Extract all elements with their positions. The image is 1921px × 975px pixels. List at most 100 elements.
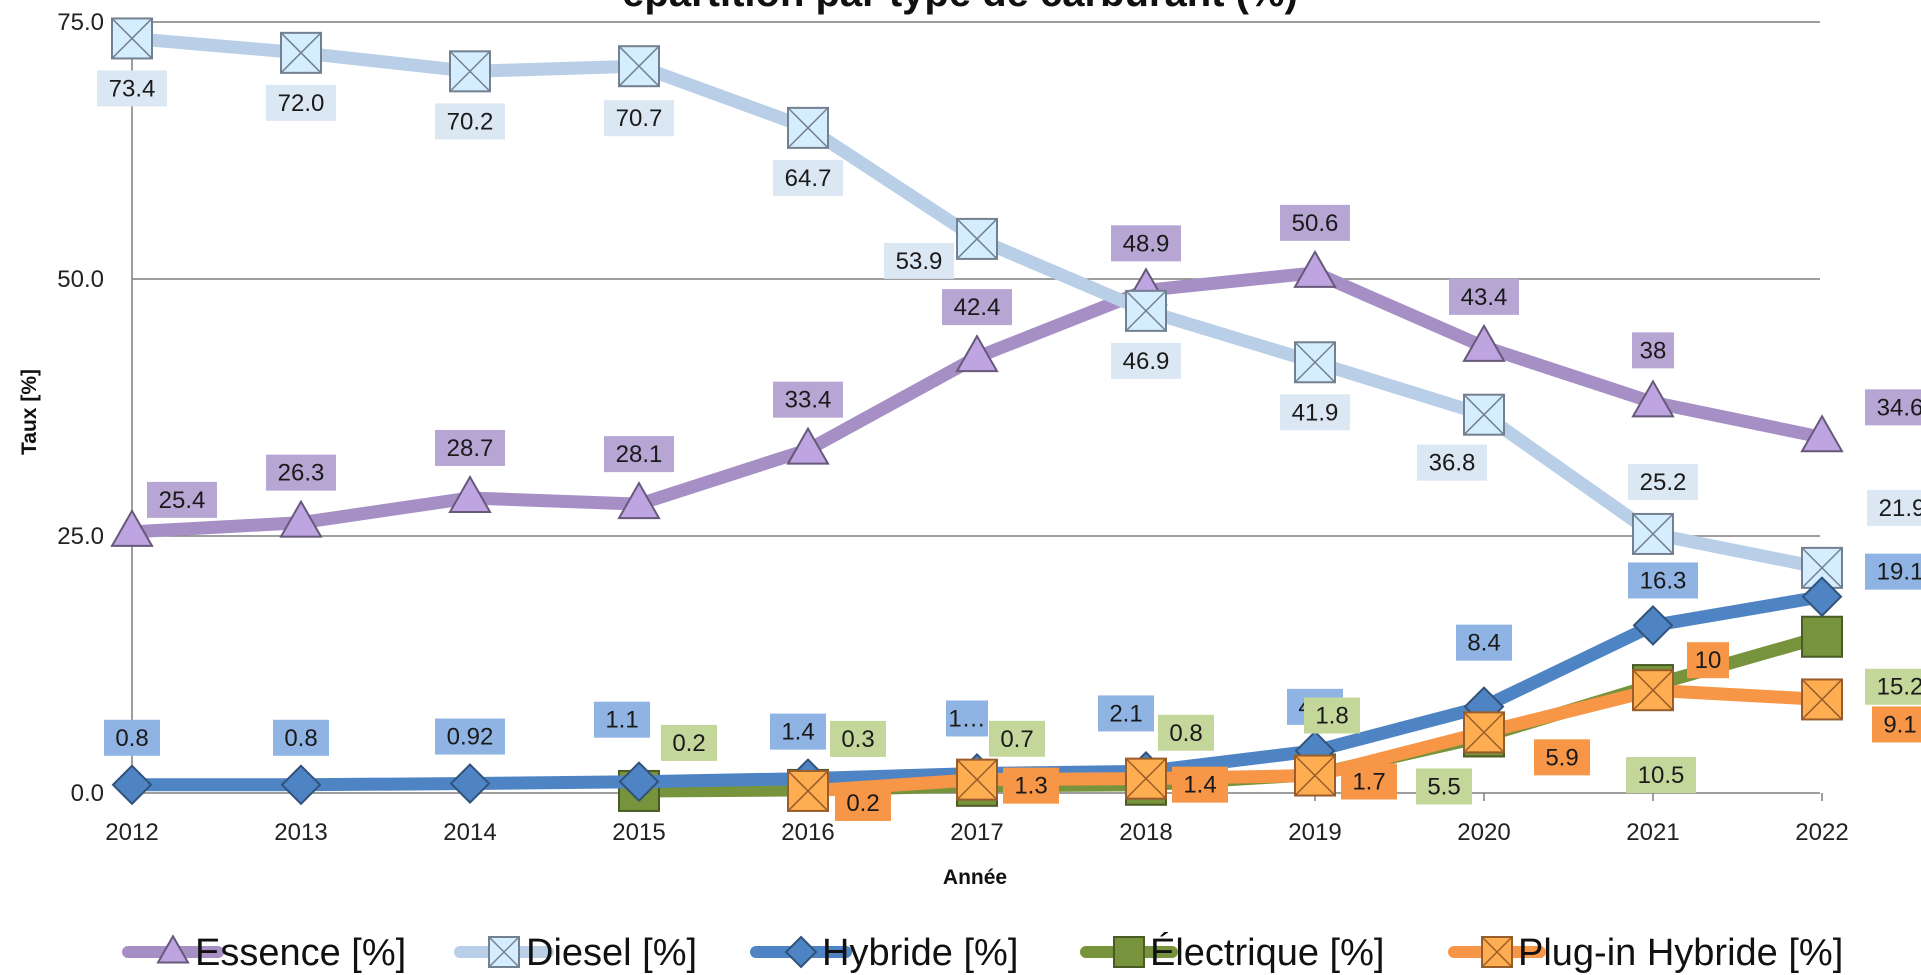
svg-text:26.3: 26.3 [278,460,325,487]
data-label: 38 [1632,332,1674,369]
svg-text:64.7: 64.7 [785,165,832,192]
svg-text:50.6: 50.6 [1292,210,1339,237]
data-point [955,334,999,373]
svg-text:0.8: 0.8 [284,725,317,752]
x-tick-label: 2019 [1288,819,1341,846]
data-label: 48.9 [1111,225,1181,262]
data-label: 73.4 [97,70,167,107]
svg-text:0.8: 0.8 [1169,720,1202,747]
data-label: 1.1 [594,701,650,738]
data-label: 46.9 [1111,342,1181,379]
data-label: 0.7 [989,720,1045,757]
svg-text:19.1: 19.1 [1877,559,1921,586]
data-label: 1.4 [770,713,826,750]
data-point [279,499,323,538]
data-point [1800,414,1844,453]
legend-item: Électrique [%] [1080,931,1384,974]
svg-text:48.9: 48.9 [1123,230,1170,257]
svg-text:1…: 1… [948,705,985,732]
x-tick-label: 2014 [443,819,496,846]
svg-text:28.7: 28.7 [447,435,494,462]
svg-text:25.2: 25.2 [1640,469,1687,496]
data-point [1462,323,1506,362]
data-label: 0.92 [435,718,505,755]
data-point [1294,341,1336,384]
data-point [449,50,491,93]
svg-text:0.2: 0.2 [846,790,879,817]
svg-text:15.2: 15.2 [1877,674,1921,701]
data-labels: 25.4 26.3 28.7 28.1 33.4 42.4 48.9 50.6 43.4 38 34… [97,70,1921,821]
svg-text:33.4: 33.4 [785,387,832,414]
svg-text:1.7: 1.7 [1352,769,1385,796]
legend-item: Hybride [%] [750,932,1018,974]
data-label: 50.6 [1280,204,1350,241]
svg-text:42.4: 42.4 [954,294,1001,321]
svg-text:0.7: 0.7 [1000,726,1033,753]
data-point [1631,379,1675,418]
svg-text:28.1: 28.1 [616,441,663,468]
data-label: 53.9 [884,242,954,279]
svg-text:1.1: 1.1 [605,707,638,734]
svg-text:36.8: 36.8 [1429,450,1476,477]
data-label: 21.9 [1867,489,1921,526]
x-axis-title: Année [943,866,1007,889]
y-tick-label: 0.0 [71,780,104,807]
data-label: 1.4 [1172,766,1228,803]
x-tick-label: 2016 [781,819,834,846]
x-tick-label: 2017 [950,819,1003,846]
data-label: 43.4 [1449,278,1519,315]
svg-text:16.3: 16.3 [1640,567,1687,594]
data-point [1294,754,1336,797]
data-label: 16.3 [1628,562,1698,599]
svg-text:53.9: 53.9 [896,248,943,275]
svg-text:10.5: 10.5 [1638,762,1685,789]
legend-item: Essence [%] [122,932,406,974]
data-point [956,217,998,260]
legend-label: Électrique [%] [1150,931,1384,974]
legend-marker [156,934,190,964]
legend-marker [1481,936,1513,968]
svg-text:0.92: 0.92 [447,724,494,751]
legend-label: Hybride [%] [822,932,1018,974]
legend-marker [1113,936,1145,968]
data-point [1463,393,1505,436]
svg-text:46.9: 46.9 [1123,348,1170,375]
y-tick-label: 50.0 [57,266,104,293]
data-label: 10.5 [1626,757,1696,794]
data-label: 28.1 [604,436,674,473]
data-label: 28.7 [435,429,505,466]
svg-text:5.9: 5.9 [1545,744,1578,771]
chart-title: épartition par type de carburant (%) [622,0,1298,15]
svg-text:1.8: 1.8 [1315,702,1348,729]
data-label: 19.1 [1865,553,1921,590]
data-point [1632,669,1674,712]
data-label: 70.2 [435,103,505,140]
data-label: 26.3 [266,454,336,491]
svg-text:10: 10 [1695,647,1722,674]
svg-text:43.4: 43.4 [1461,284,1508,311]
data-point [786,426,830,465]
data-label: 0.2 [661,724,717,761]
data-label: 25.2 [1628,463,1698,500]
gridlines [132,21,1820,537]
y-axis-title: Taux [%] [18,369,41,455]
y-tick-label: 75.0 [57,9,104,36]
data-point [111,764,153,806]
data-label: 8.4 [1456,624,1512,661]
data-point [110,508,154,547]
data-label: 0.8 [104,719,160,756]
data-label: 70.7 [604,100,674,137]
svg-text:41.9: 41.9 [1292,399,1339,426]
data-label: 36.8 [1417,444,1487,481]
data-point [618,45,660,88]
svg-text:73.4: 73.4 [109,75,156,102]
data-point [618,761,660,803]
data-label: 72.0 [266,84,336,121]
legend-item: Plug-in Hybride [%] [1448,932,1843,974]
svg-text:70.2: 70.2 [447,108,494,135]
data-label: 34.6 [1865,389,1921,426]
data-point [1801,576,1843,618]
legend-marker [784,935,818,969]
data-point [1293,249,1337,288]
data-point [1125,289,1167,332]
